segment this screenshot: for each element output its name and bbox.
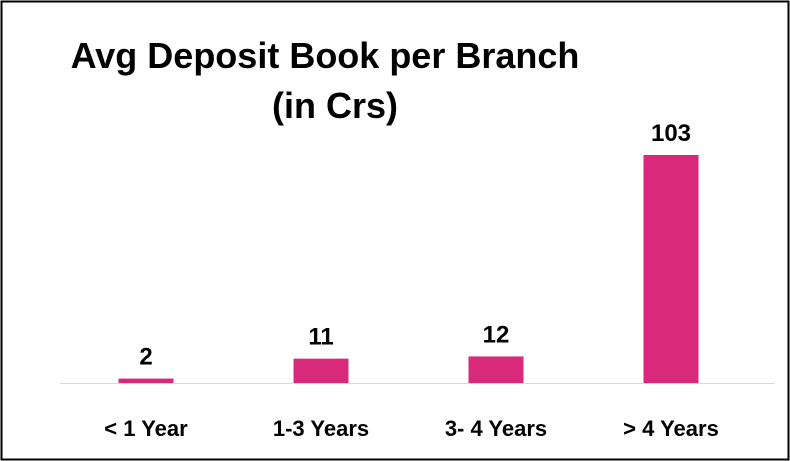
x-tick-label: 1-3 Years — [273, 416, 369, 441]
bar — [468, 356, 524, 383]
chart-title: Avg Deposit Book per Branch — [71, 35, 580, 76]
x-tick-label: < 1 Year — [104, 416, 188, 441]
data-label: 11 — [308, 324, 333, 351]
chart-subtitle: (in Crs) — [272, 85, 398, 126]
x-tick-label: 3- 4 Years — [445, 416, 547, 441]
bar — [118, 378, 174, 383]
bar — [643, 155, 699, 383]
data-label: 103 — [651, 120, 691, 147]
x-tick-label: > 4 Years — [623, 416, 719, 441]
bar — [293, 358, 349, 383]
data-label: 2 — [139, 344, 152, 371]
data-label: 12 — [483, 321, 510, 348]
